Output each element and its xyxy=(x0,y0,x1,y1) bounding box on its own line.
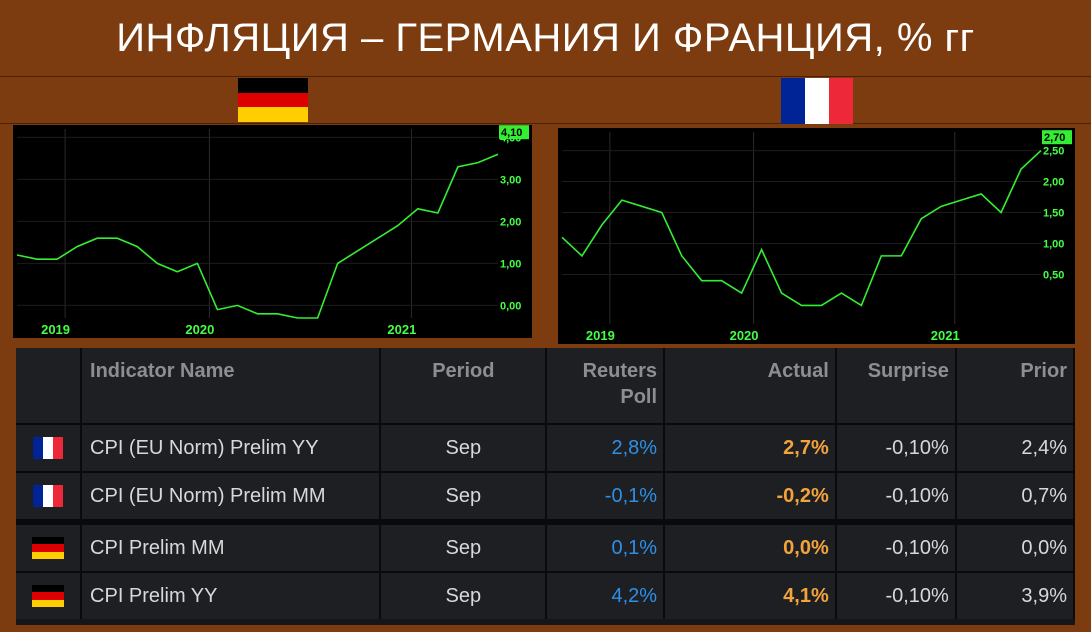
actual: -0,2% xyxy=(664,471,837,522)
y-tick-label: 0,00 xyxy=(500,300,521,312)
prior: 3,9% xyxy=(955,571,1076,619)
indicator-table: Indicator Name Period Reuters Poll Actua… xyxy=(16,348,1076,625)
y-tick-label: 1,00 xyxy=(1043,238,1064,250)
header-surprise: Surprise xyxy=(835,348,957,424)
actual: 4,1% xyxy=(664,571,837,619)
x-tick-label: 2020 xyxy=(730,328,759,343)
header-flag xyxy=(16,348,83,424)
germany-flag-icon xyxy=(238,78,308,122)
x-tick-label: 2021 xyxy=(931,328,960,343)
period: Sep xyxy=(380,471,548,522)
reuters-poll: 2,8% xyxy=(546,423,666,472)
last-value-label: 2,70 xyxy=(1044,132,1065,144)
flag-row xyxy=(0,77,1091,124)
prior: 0,0% xyxy=(955,519,1076,572)
france-inflation-chart: 2019 2020 2021 0,50 1,00 1,50 2,00 2,50 2,70 xyxy=(558,128,1075,344)
actual: 0,0% xyxy=(664,519,837,572)
germany-flag-icon xyxy=(32,585,65,608)
germany-flag-icon xyxy=(32,537,65,560)
page-title: ИНФЛЯЦИЯ – ГЕРМАНИЯ И ФРАНЦИЯ, % гг xyxy=(0,0,1091,77)
france-chart-svg: 2019 2020 2021 0,50 1,00 1,50 2,00 2,50 2,70 xyxy=(561,130,1072,343)
reuters-poll: -0,1% xyxy=(546,471,666,522)
prior: 2,4% xyxy=(955,423,1076,472)
y-tick-label: 0,50 xyxy=(1043,269,1064,281)
surprise: -0,10% xyxy=(835,471,957,522)
table-row[interactable]: CPI Prelim MM Sep 0,1% 0,0% -0,10% 0,0% xyxy=(16,519,1076,572)
prior: 0,7% xyxy=(955,471,1076,522)
x-tick-label: 2020 xyxy=(185,322,214,337)
row-flag xyxy=(16,423,83,472)
reuters-poll: 0,1% xyxy=(546,519,666,572)
header-prior: Prior xyxy=(955,348,1076,424)
surprise: -0,10% xyxy=(835,519,957,572)
row-flag xyxy=(16,571,83,619)
last-value-label: 4,10 xyxy=(501,127,522,139)
y-tick-label: 2,00 xyxy=(500,216,521,228)
last-value-box xyxy=(1042,130,1072,145)
x-tick-label: 2019 xyxy=(586,328,615,343)
period: Sep xyxy=(380,519,548,572)
x-tick-label: 2019 xyxy=(41,322,70,337)
indicator-name: CPI Prelim MM xyxy=(81,519,382,572)
table-row[interactable]: CPI (EU Norm) Prelim MM Sep -0,1% -0,2% … xyxy=(16,471,1076,522)
indicator-name: CPI (EU Norm) Prelim MM xyxy=(81,471,382,522)
row-flag xyxy=(16,519,83,572)
last-value-box xyxy=(499,125,529,140)
y-tick-label: 1,50 xyxy=(1043,208,1064,220)
period: Sep xyxy=(380,423,548,472)
france-flag-icon xyxy=(33,485,64,508)
surprise: -0,10% xyxy=(835,423,957,472)
header-indicator-name: Indicator Name xyxy=(81,348,382,424)
row-flag xyxy=(16,471,83,522)
reuters-poll: 4,2% xyxy=(546,571,666,619)
table-row[interactable]: CPI Prelim YY Sep 4,2% 4,1% -0,10% 3,9% xyxy=(16,571,1076,619)
table-header: Indicator Name Period Reuters Poll Actua… xyxy=(16,348,1076,424)
x-tick-label: 2021 xyxy=(387,322,416,337)
series-line xyxy=(561,149,1042,307)
actual: 2,7% xyxy=(664,423,837,472)
table-row[interactable]: CPI (EU Norm) Prelim YY Sep 2,8% 2,7% -0… xyxy=(16,423,1076,472)
surprise: -0,10% xyxy=(835,571,957,619)
france-flag-icon xyxy=(781,78,853,124)
indicator-name: CPI Prelim YY xyxy=(81,571,382,619)
header-reuters-poll: Reuters Poll xyxy=(546,348,666,424)
period: Sep xyxy=(380,571,548,619)
y-tick-label: 2,00 xyxy=(1043,177,1064,189)
indicator-name: CPI (EU Norm) Prelim YY xyxy=(81,423,382,472)
y-tick-label: 1,00 xyxy=(500,258,521,270)
y-tick-label: 2,50 xyxy=(1043,146,1064,158)
header-actual: Actual xyxy=(664,348,837,424)
header-period: Period xyxy=(380,348,548,424)
series-line xyxy=(16,153,499,319)
france-flag-icon xyxy=(33,437,64,460)
y-tick-label: 3,00 xyxy=(500,174,521,186)
